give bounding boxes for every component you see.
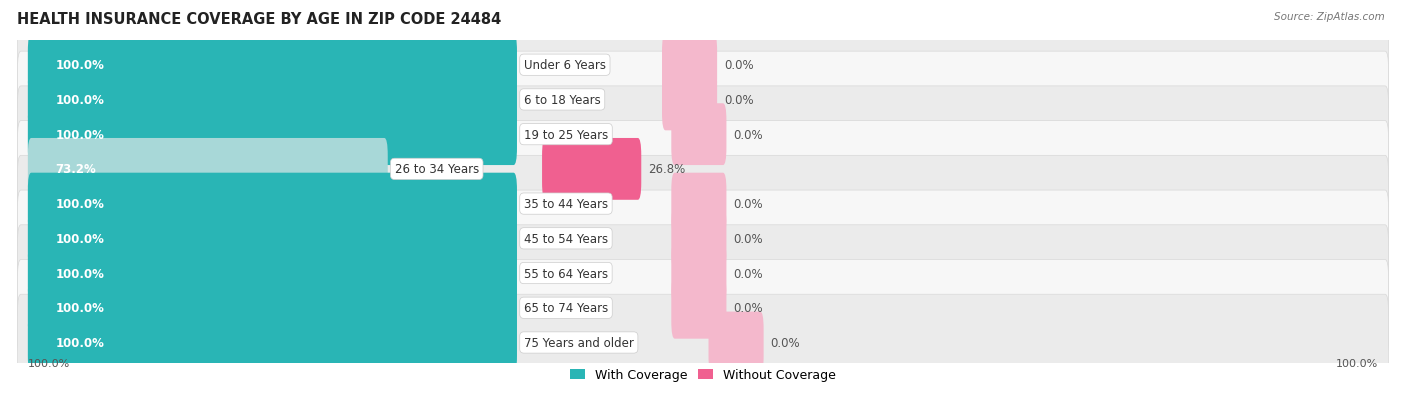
Text: 100.0%: 100.0% — [55, 128, 104, 141]
FancyBboxPatch shape — [17, 190, 1389, 287]
FancyBboxPatch shape — [671, 208, 727, 270]
Text: 100.0%: 100.0% — [55, 301, 104, 315]
Text: 100.0%: 100.0% — [55, 267, 104, 280]
Text: 26.8%: 26.8% — [648, 163, 685, 176]
FancyBboxPatch shape — [17, 17, 1389, 114]
FancyBboxPatch shape — [28, 208, 517, 270]
Text: 45 to 54 Years: 45 to 54 Years — [524, 232, 607, 245]
Text: 100.0%: 100.0% — [55, 197, 104, 211]
FancyBboxPatch shape — [28, 312, 517, 373]
Text: 100.0%: 100.0% — [1336, 358, 1378, 368]
FancyBboxPatch shape — [17, 87, 1389, 183]
Text: 55 to 64 Years: 55 to 64 Years — [524, 267, 607, 280]
FancyBboxPatch shape — [662, 69, 717, 131]
Text: Under 6 Years: Under 6 Years — [524, 59, 606, 72]
Text: Source: ZipAtlas.com: Source: ZipAtlas.com — [1274, 12, 1385, 22]
Text: 100.0%: 100.0% — [55, 336, 104, 349]
Text: 65 to 74 Years: 65 to 74 Years — [524, 301, 609, 315]
Text: 19 to 25 Years: 19 to 25 Years — [524, 128, 609, 141]
Text: 0.0%: 0.0% — [734, 232, 763, 245]
FancyBboxPatch shape — [17, 294, 1389, 391]
Text: 35 to 44 Years: 35 to 44 Years — [524, 197, 607, 211]
Text: HEALTH INSURANCE COVERAGE BY AGE IN ZIP CODE 24484: HEALTH INSURANCE COVERAGE BY AGE IN ZIP … — [17, 12, 501, 27]
Text: 26 to 34 Years: 26 to 34 Years — [395, 163, 479, 176]
Text: 6 to 18 Years: 6 to 18 Years — [524, 94, 600, 107]
FancyBboxPatch shape — [28, 277, 517, 339]
FancyBboxPatch shape — [28, 139, 388, 200]
Legend: With Coverage, Without Coverage: With Coverage, Without Coverage — [565, 363, 841, 386]
Text: 100.0%: 100.0% — [55, 59, 104, 72]
Text: 75 Years and older: 75 Years and older — [524, 336, 634, 349]
Text: 100.0%: 100.0% — [55, 232, 104, 245]
FancyBboxPatch shape — [28, 242, 517, 304]
FancyBboxPatch shape — [28, 69, 517, 131]
Text: 0.0%: 0.0% — [734, 197, 763, 211]
FancyBboxPatch shape — [17, 52, 1389, 148]
Text: 0.0%: 0.0% — [724, 59, 754, 72]
Text: 73.2%: 73.2% — [55, 163, 96, 176]
Text: 100.0%: 100.0% — [55, 94, 104, 107]
FancyBboxPatch shape — [17, 121, 1389, 218]
Text: 0.0%: 0.0% — [770, 336, 800, 349]
Text: 100.0%: 100.0% — [28, 358, 70, 368]
FancyBboxPatch shape — [709, 312, 763, 373]
FancyBboxPatch shape — [28, 104, 517, 166]
FancyBboxPatch shape — [543, 139, 641, 200]
Text: 0.0%: 0.0% — [734, 128, 763, 141]
FancyBboxPatch shape — [28, 173, 517, 235]
FancyBboxPatch shape — [671, 242, 727, 304]
FancyBboxPatch shape — [662, 35, 717, 96]
Text: 0.0%: 0.0% — [724, 94, 754, 107]
FancyBboxPatch shape — [28, 35, 517, 96]
FancyBboxPatch shape — [17, 225, 1389, 322]
Text: 0.0%: 0.0% — [734, 267, 763, 280]
FancyBboxPatch shape — [17, 260, 1389, 356]
Text: 0.0%: 0.0% — [734, 301, 763, 315]
FancyBboxPatch shape — [671, 104, 727, 166]
FancyBboxPatch shape — [671, 277, 727, 339]
FancyBboxPatch shape — [671, 173, 727, 235]
FancyBboxPatch shape — [17, 156, 1389, 252]
